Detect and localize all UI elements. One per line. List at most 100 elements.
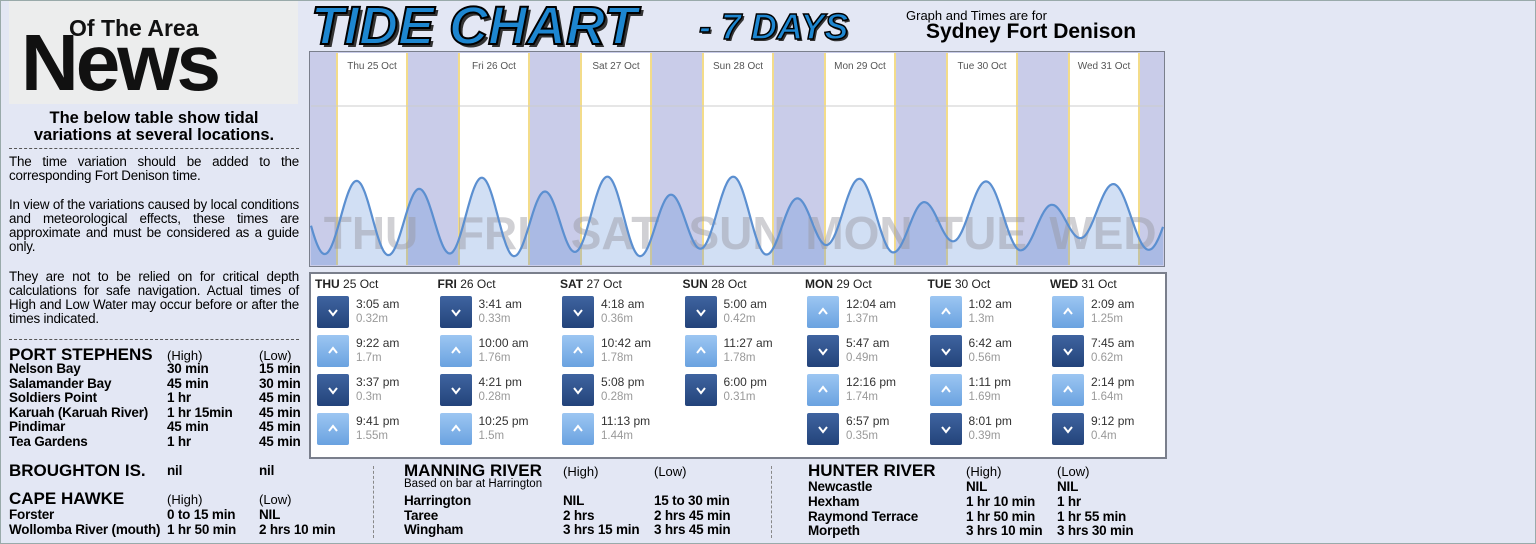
arrow-glyph bbox=[1063, 426, 1073, 434]
tide-height: 0.49m bbox=[846, 352, 878, 364]
daylight bbox=[703, 53, 773, 265]
tide-height: 0.4m bbox=[1091, 430, 1117, 442]
tide-time: 11:13 pm bbox=[601, 414, 651, 428]
arrow-glyph bbox=[818, 348, 828, 356]
tide-time: 3:37 pm bbox=[356, 375, 400, 389]
tide-height: 1.3m bbox=[968, 313, 995, 325]
time-difference: 2 hrs 10 min bbox=[259, 521, 336, 537]
arrow-glyph bbox=[940, 426, 951, 434]
tide-time: 9:22 am bbox=[356, 336, 400, 350]
day-label: Wed 31 Oct bbox=[1078, 61, 1131, 72]
time-difference: 45 min bbox=[259, 434, 301, 449]
time-difference: 2 hrs bbox=[563, 507, 595, 523]
tide-arrow bbox=[1063, 426, 1073, 434]
tide-icon bbox=[684, 296, 717, 328]
tide-time: 1:02 am bbox=[968, 297, 1012, 311]
day-header: SUN 28 Oct bbox=[683, 277, 747, 291]
paragraph: In view of the variations caused by loca… bbox=[9, 197, 299, 254]
tide-arrow bbox=[695, 346, 706, 354]
day-label: Thu 25 Oct bbox=[347, 61, 397, 72]
arrow-glyph bbox=[328, 309, 338, 317]
tide-icon bbox=[317, 335, 349, 367]
tide-icon bbox=[929, 296, 962, 328]
time-difference: 1 hr bbox=[167, 390, 191, 406]
tide-icon bbox=[807, 296, 839, 328]
time-difference: 3 hrs 15 min bbox=[563, 522, 640, 538]
tide-icon bbox=[317, 296, 349, 328]
tide-time: 4:21 pm bbox=[478, 375, 522, 389]
tide-icon bbox=[1052, 296, 1084, 328]
tide-arrow bbox=[818, 385, 828, 393]
low-label: (Low) bbox=[259, 492, 292, 507]
place-name: Wingham bbox=[404, 522, 464, 538]
tide-height: 1.74m bbox=[846, 391, 878, 403]
tide-height: 0.28m bbox=[478, 391, 511, 403]
tide-arrow bbox=[573, 387, 583, 395]
arrow-glyph bbox=[450, 424, 461, 432]
tide-arrow bbox=[818, 307, 828, 315]
day-date: 25 Oct bbox=[343, 277, 379, 291]
day-label: Sun 28 Oct bbox=[713, 61, 763, 72]
day-watermark: SUN bbox=[688, 207, 785, 259]
time-difference: NIL bbox=[966, 479, 988, 494]
tide-time: 9:41 pm bbox=[356, 414, 400, 428]
tide-height: 0.42m bbox=[723, 313, 756, 325]
day-date: 30 Oct bbox=[954, 277, 991, 291]
tide-time: 7:45 am bbox=[1091, 336, 1135, 350]
time-difference: 1 hr 50 min bbox=[966, 508, 1036, 524]
tide-arrow bbox=[818, 426, 828, 434]
tide-icon bbox=[562, 335, 594, 367]
high-label: (High) bbox=[966, 464, 1002, 479]
day-date: 28 Oct bbox=[711, 277, 747, 291]
day-watermark: TUE bbox=[935, 207, 1027, 259]
tide-arrow bbox=[450, 424, 461, 432]
time-difference: 45 min bbox=[259, 404, 301, 420]
place-name: Forster bbox=[9, 507, 55, 522]
time-difference: 15 min bbox=[259, 361, 301, 376]
tide-icon bbox=[439, 413, 472, 445]
tide-arrow bbox=[1063, 385, 1073, 393]
tide-time: 6:00 pm bbox=[723, 375, 767, 389]
tide-icon bbox=[807, 413, 839, 445]
arrow-glyph bbox=[328, 387, 338, 395]
high-value: nil bbox=[167, 463, 183, 478]
day-watermark: MON bbox=[805, 207, 912, 259]
tide-height: 1.78m bbox=[723, 352, 756, 364]
tide-height: 1.69m bbox=[968, 391, 1001, 403]
tide-icon bbox=[684, 374, 717, 406]
day-header: MON 29 Oct bbox=[805, 277, 872, 291]
day-name: FRI bbox=[437, 277, 457, 291]
day-header: SAT 27 Oct bbox=[560, 277, 622, 291]
location-heading: MANNING RIVER bbox=[404, 461, 542, 480]
time-difference: 1 hr 50 min bbox=[167, 521, 237, 537]
tide-height: 1.37m bbox=[846, 313, 878, 325]
arrow-glyph bbox=[940, 348, 951, 356]
arrow-glyph bbox=[1063, 385, 1073, 393]
tide-icon bbox=[1052, 335, 1084, 367]
tide-arrow bbox=[695, 309, 706, 317]
tide-time: 8:01 pm bbox=[968, 414, 1012, 428]
arrow-glyph bbox=[1063, 307, 1073, 315]
tide-height: 0.62m bbox=[1091, 352, 1123, 364]
title: TIDE CHART bbox=[310, 0, 638, 57]
high-label: (High) bbox=[167, 348, 203, 363]
daylight bbox=[337, 53, 407, 265]
tide-height: 0.33m bbox=[478, 313, 511, 325]
day-label: Tue 30 Oct bbox=[957, 61, 1006, 72]
tide-time: 12:04 am bbox=[846, 297, 897, 311]
tide-height: 1.7m bbox=[356, 352, 382, 364]
arrow-glyph bbox=[818, 385, 828, 393]
arrow-glyph bbox=[1063, 348, 1073, 356]
tide-icon bbox=[807, 335, 839, 367]
place-name: Soldiers Point bbox=[9, 390, 97, 406]
time-difference: 45 min bbox=[259, 419, 301, 435]
tide-height: 0.31m bbox=[723, 391, 756, 403]
day-date: 29 Oct bbox=[836, 277, 872, 291]
time-difference: 45 min bbox=[167, 375, 209, 391]
arrow-glyph bbox=[573, 346, 583, 354]
time-difference: 3 hrs 10 min bbox=[966, 523, 1043, 539]
day-name: SAT bbox=[560, 277, 584, 291]
tide-time: 6:42 am bbox=[968, 336, 1012, 350]
place-name: Tea Gardens bbox=[9, 434, 88, 449]
tide-icon bbox=[562, 413, 594, 445]
